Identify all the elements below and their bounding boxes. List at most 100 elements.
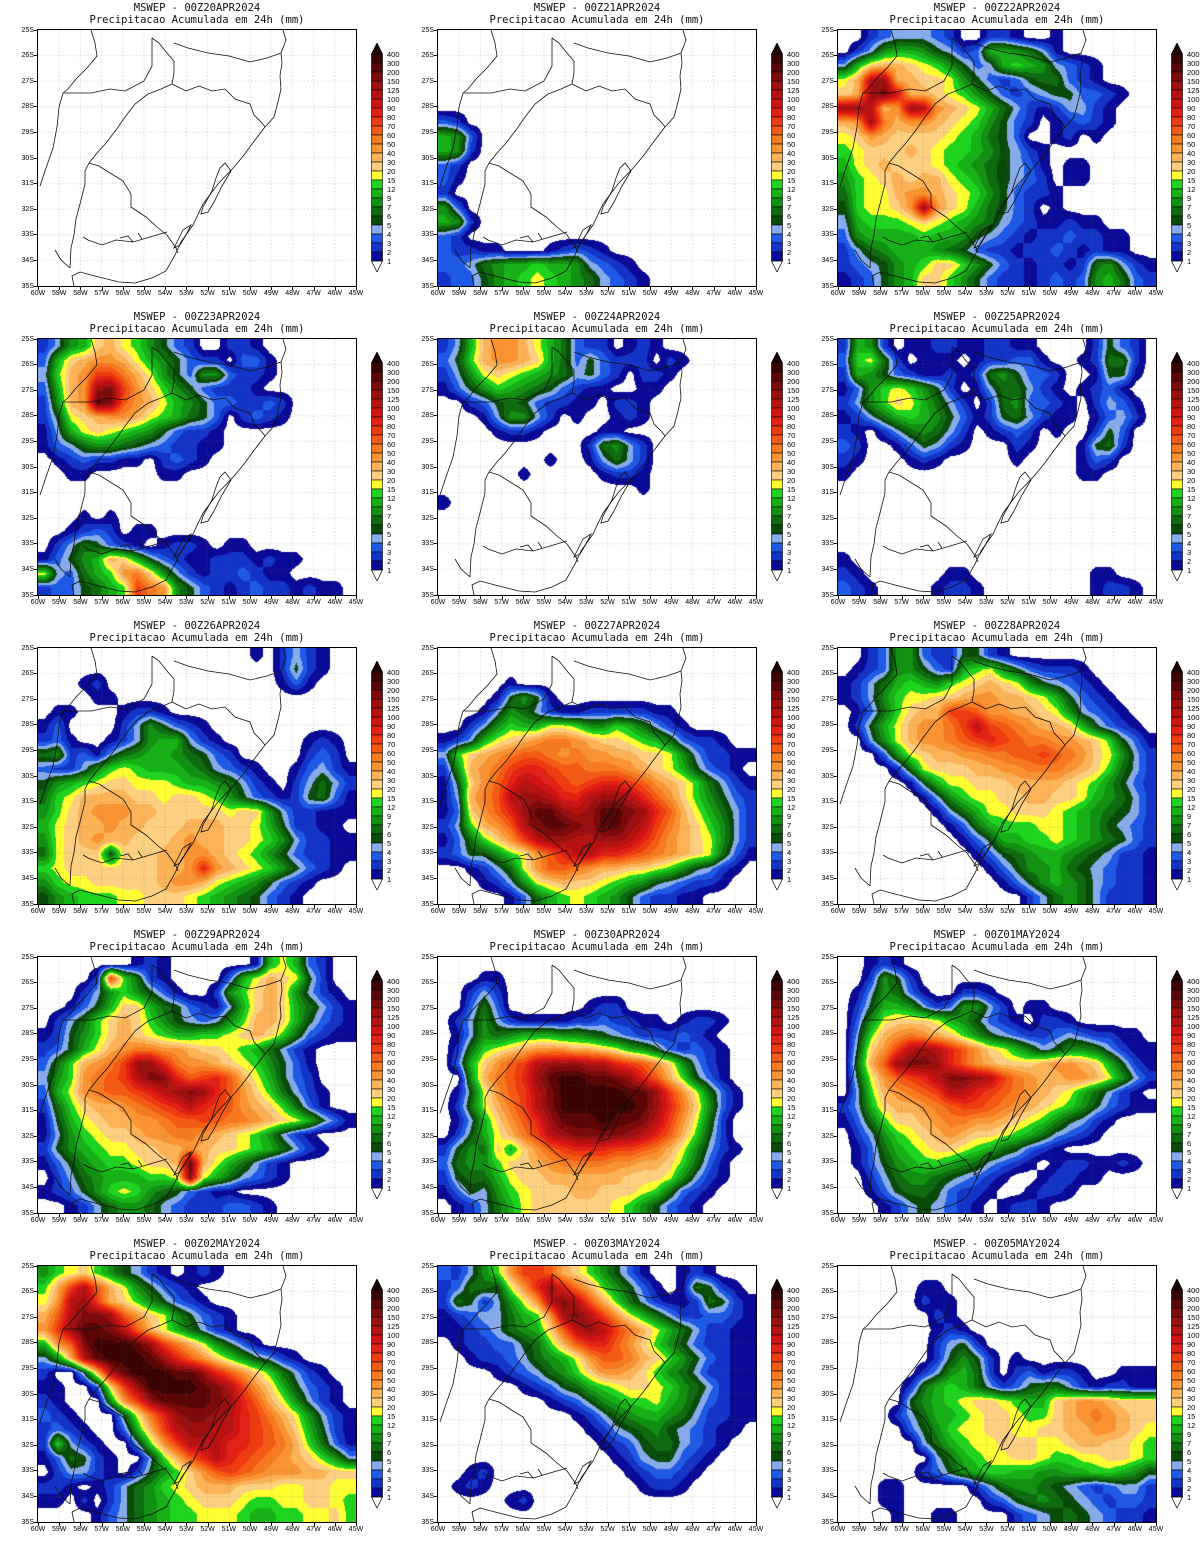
y-axis-label: 29S xyxy=(402,1365,438,1372)
x-axis-label: 47W xyxy=(304,595,324,606)
colorbar-scale xyxy=(771,1279,783,1508)
colorbar-label: 100 xyxy=(387,1330,400,1340)
x-axis-label: 48W xyxy=(282,904,302,915)
y-axis-label: 26S xyxy=(2,52,38,59)
y-axis-label: 26S xyxy=(402,670,438,677)
y-axis-label: 35S xyxy=(2,901,38,908)
y-axis-label: 28S xyxy=(2,103,38,110)
y-axis-label: 27S xyxy=(402,387,438,394)
x-axis-label: 54W xyxy=(955,904,975,915)
map-plot xyxy=(837,29,1157,287)
precip-field-canvas xyxy=(38,339,356,595)
x-axis-label: 50W xyxy=(1040,904,1060,915)
colorbar-scale xyxy=(1171,970,1183,1199)
colorbar-label: 6 xyxy=(1187,1447,1192,1457)
colorbar-label: 50 xyxy=(387,139,396,149)
colorbar-label: 20 xyxy=(787,784,796,794)
colorbar-label: 3 xyxy=(1187,1165,1192,1175)
colorbar-label: 20 xyxy=(1187,1093,1196,1103)
colorbar-label: 150 xyxy=(387,694,400,704)
colorbar-label: 40 xyxy=(787,1384,796,1394)
x-axis-label: 52W xyxy=(198,904,218,915)
x-axis-label: 45W xyxy=(346,595,366,606)
x-axis-label: 57W xyxy=(892,1522,912,1533)
basemap-overlay xyxy=(39,648,287,904)
colorbar-label: 200 xyxy=(787,1303,800,1313)
precip-field-canvas xyxy=(838,1266,1156,1522)
colorbar-label: 40 xyxy=(787,457,796,467)
colorbar-label: 80 xyxy=(787,112,796,122)
x-axis-label: 52W xyxy=(998,1213,1018,1224)
y-axis-label: 35S xyxy=(402,283,438,290)
x-axis-label: 45W xyxy=(1146,904,1166,915)
x-axis-label: 51W xyxy=(219,595,239,606)
y-axis-label: 28S xyxy=(802,412,838,419)
colorbar-label: 7 xyxy=(1187,1129,1192,1139)
x-axis-label: 60W xyxy=(428,595,448,606)
x-axis-label: 48W xyxy=(1082,1213,1102,1224)
panel-subtitle: Precipitacao Acumulada em 24h (mm) xyxy=(489,1250,705,1262)
colorbar-label: 2 xyxy=(1187,1483,1192,1493)
colorbar-label: 1 xyxy=(787,874,792,884)
y-axis-label: 32S xyxy=(2,1442,38,1449)
colorbar-label: 20 xyxy=(787,1402,796,1412)
x-axis-label: 45W xyxy=(346,286,366,297)
colorbar-label: 400 xyxy=(1187,976,1200,986)
y-axis-label: 31S xyxy=(402,1416,438,1423)
colorbar-label: 100 xyxy=(387,403,400,413)
x-axis-label: 47W xyxy=(704,904,724,915)
x-axis-label: 58W xyxy=(470,1522,490,1533)
y-axis-label: 28S xyxy=(802,1030,838,1037)
x-axis-label: 47W xyxy=(1104,904,1124,915)
panel-subtitle: Precipitacao Acumulada em 24h (mm) xyxy=(89,941,305,953)
colorbar-label: 200 xyxy=(1187,994,1200,1004)
colorbar-label: 150 xyxy=(387,385,400,395)
x-axis-label: 57W xyxy=(492,1522,512,1533)
colorbar-label: 15 xyxy=(387,1102,396,1112)
panel-subtitle: Precipitacao Acumulada em 24h (mm) xyxy=(489,632,705,644)
x-axis-label: 56W xyxy=(913,595,933,606)
colorbar-label: 125 xyxy=(1187,394,1200,404)
colorbar-label: 7 xyxy=(1187,820,1192,830)
colorbar-label: 30 xyxy=(1187,466,1196,476)
colorbar-label: 1 xyxy=(387,565,392,575)
colorbar-label: 200 xyxy=(387,685,400,695)
x-axis-label: 50W xyxy=(640,1213,660,1224)
colorbar: 400 300 200 150 125 100 90 80 70 60 50 40 30 20 15 12 9 7… xyxy=(771,970,800,1202)
colorbar-label: 400 xyxy=(1187,667,1200,677)
panel-title: MSWEP - 00Z29APR2024 xyxy=(133,929,261,941)
colorbar-label: 40 xyxy=(1187,148,1196,158)
y-axis-label: 30S xyxy=(802,464,838,471)
colorbar-label: 300 xyxy=(787,58,800,68)
x-axis-label: 48W xyxy=(1082,904,1102,915)
colorbar-label: 70 xyxy=(787,1357,796,1367)
colorbar-label: 12 xyxy=(787,1111,796,1121)
colorbar-label: 2 xyxy=(1187,247,1192,257)
map-plot xyxy=(37,29,357,287)
x-axis-label: 46W xyxy=(725,286,745,297)
x-axis-label: 53W xyxy=(176,286,196,297)
colorbar-label: 300 xyxy=(1187,985,1200,995)
colorbar-label: 60 xyxy=(787,748,796,758)
y-axis-label: 34S xyxy=(2,1184,38,1191)
x-axis-label: 55W xyxy=(134,1522,154,1533)
colorbar-label: 70 xyxy=(787,1048,796,1058)
y-axis-label: 27S xyxy=(2,387,38,394)
x-axis-label: 45W xyxy=(746,286,766,297)
colorbar-label: 20 xyxy=(787,1093,796,1103)
y-axis-label: 32S xyxy=(802,1133,838,1140)
y-axis-label: 30S xyxy=(2,773,38,780)
colorbar-label: 90 xyxy=(1187,721,1196,731)
x-axis-label: 57W xyxy=(892,904,912,915)
colorbar-label: 90 xyxy=(1187,1339,1196,1349)
colorbar-label: 9 xyxy=(387,811,392,821)
x-axis-label: 48W xyxy=(282,1213,302,1224)
colorbar-label: 30 xyxy=(787,466,796,476)
x-axis-label: 52W xyxy=(598,1213,618,1224)
precip-field-canvas xyxy=(438,957,756,1213)
y-axis-label: 29S xyxy=(402,747,438,754)
map-panel: MSWEP - 00Z27APR2024 Precipitacao Acumula… xyxy=(400,618,800,927)
colorbar-label: 90 xyxy=(787,721,796,731)
colorbar-label: 200 xyxy=(787,67,800,77)
y-axis-label: 32S xyxy=(2,515,38,522)
